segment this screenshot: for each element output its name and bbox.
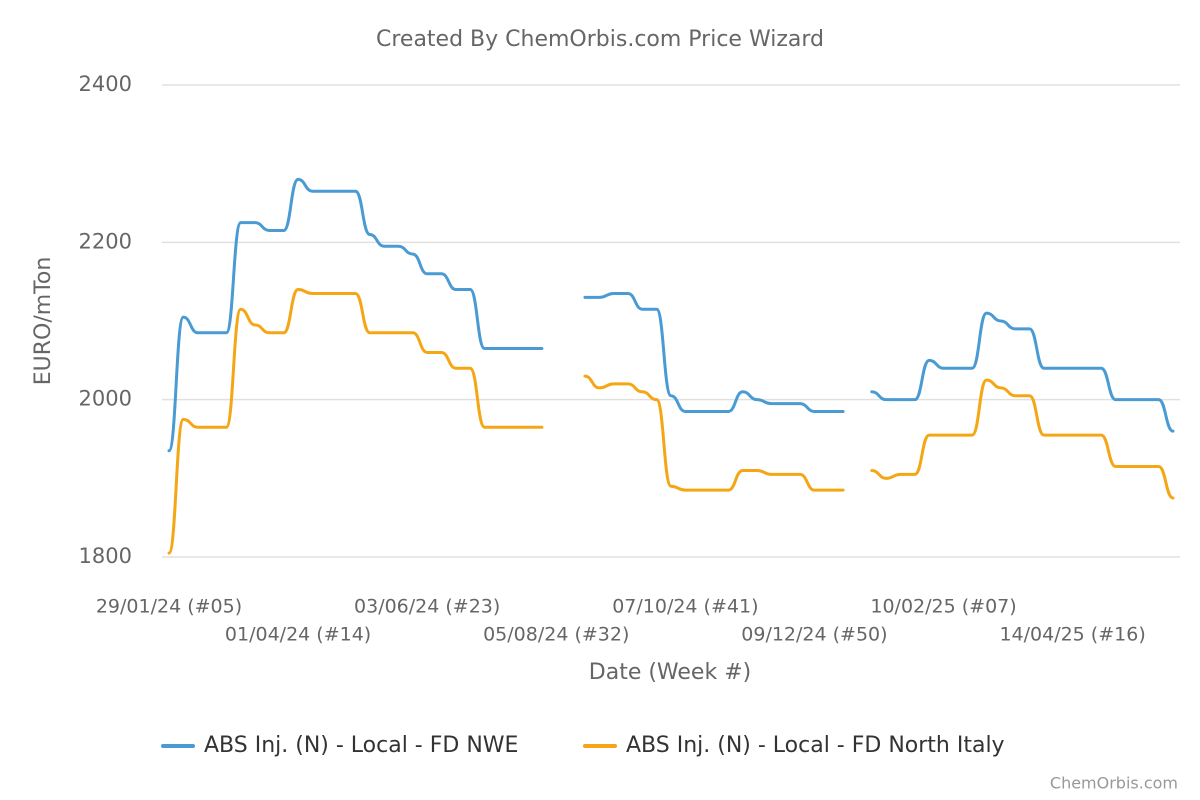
- x-tick-label: 07/10/24 (#41): [612, 596, 758, 618]
- series-line: [167, 177, 1175, 453]
- y-axis-label: EURO/mTon: [31, 257, 56, 386]
- series-line: [167, 288, 1175, 555]
- legend-label: ABS Inj. (N) - Local - FD NWE: [204, 733, 518, 758]
- y-tick-label: 1800: [79, 544, 132, 568]
- x-tick-label: 14/04/25 (#16): [999, 624, 1145, 646]
- y-tick-label: 2000: [79, 387, 132, 411]
- x-tick-label: 01/04/24 (#14): [225, 624, 371, 646]
- y-tick-label: 2200: [79, 229, 132, 253]
- y-tick-label: 2400: [79, 72, 132, 96]
- x-tick-label: 29/01/24 (#05): [96, 596, 242, 618]
- chart-title: Created By ChemOrbis.com Price Wizard: [376, 27, 824, 52]
- x-tick-label: 03/06/24 (#23): [354, 596, 500, 618]
- x-tick-label: 05/08/24 (#32): [483, 624, 629, 646]
- credit: ChemOrbis.com: [1050, 774, 1178, 793]
- legend-label: ABS Inj. (N) - Local - FD North Italy: [626, 733, 1005, 758]
- x-axis-label: Date (Week #): [589, 660, 751, 685]
- x-tick-label: 09/12/24 (#50): [741, 624, 887, 646]
- x-tick-label: 10/02/25 (#07): [870, 596, 1016, 618]
